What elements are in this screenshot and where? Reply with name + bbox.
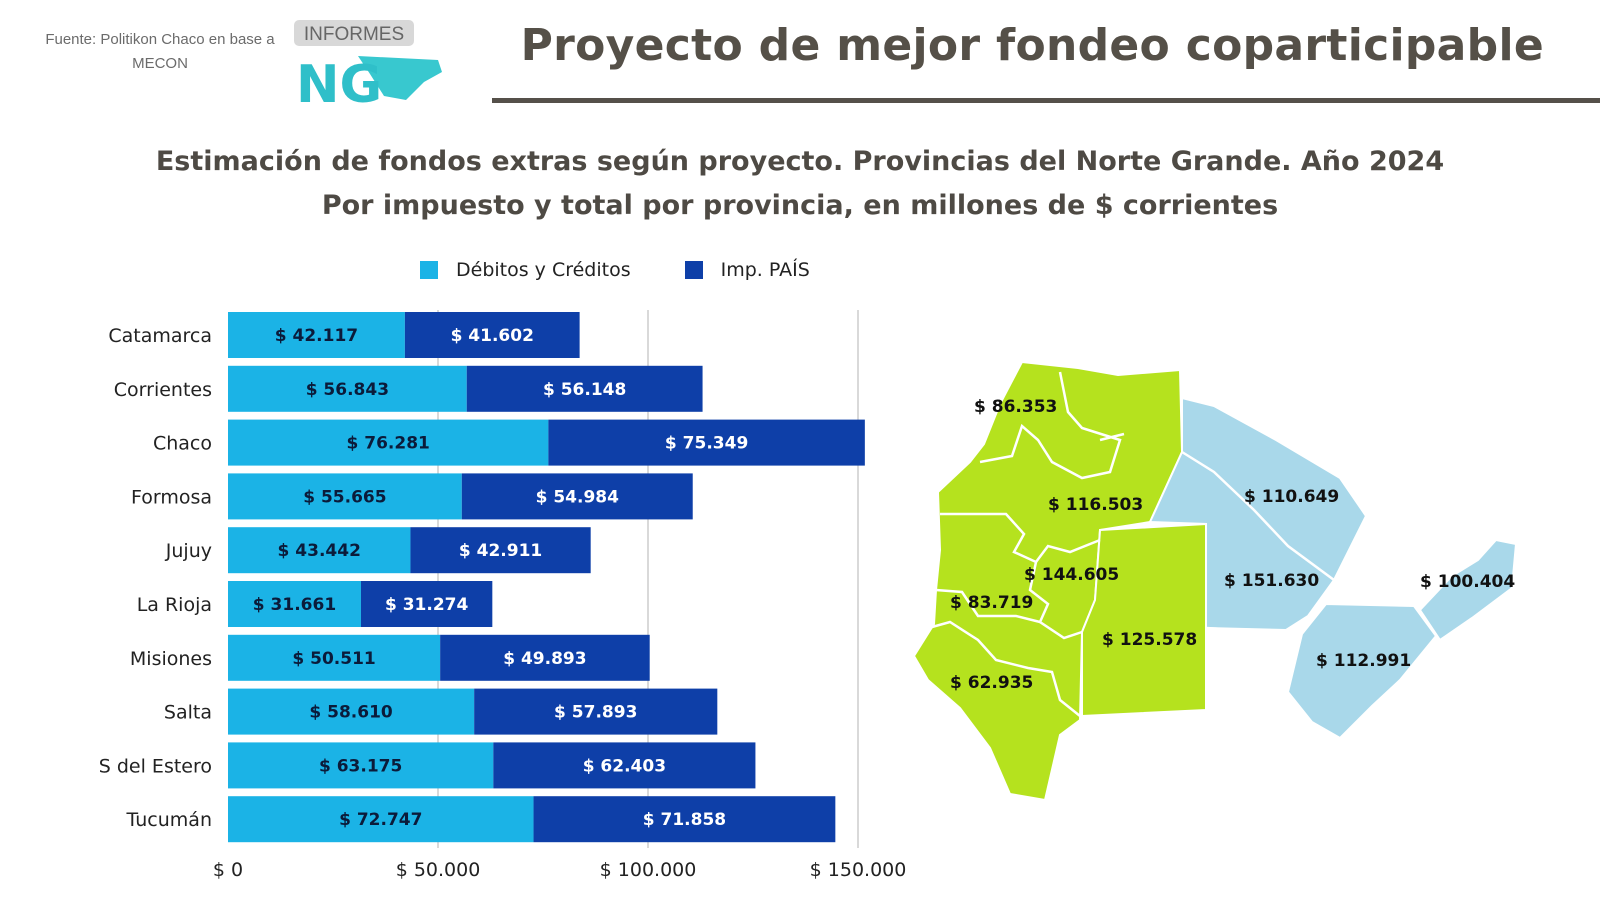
bar-pais xyxy=(548,419,865,466)
map-region xyxy=(1081,522,1207,718)
map-label: $ 125.578 xyxy=(1102,630,1197,650)
category-label: S del Estero xyxy=(99,755,212,777)
page-title: Proyecto de mejor fondeo coparticipable xyxy=(520,20,1544,71)
bar-value-label: $ 72.747 xyxy=(339,810,422,830)
category-label: Jujuy xyxy=(165,540,212,562)
category-label: Catamarca xyxy=(108,325,212,347)
informes-ng-logo: INFORMES NG xyxy=(294,20,442,108)
bar-pais xyxy=(440,634,650,681)
map-borders xyxy=(913,371,1335,717)
bar-debitos xyxy=(228,365,467,412)
bar-debitos xyxy=(228,419,549,466)
map-label: $ 112.991 xyxy=(1316,651,1411,671)
x-tick-label: $ 0 xyxy=(213,859,243,881)
bar-pais xyxy=(466,365,703,412)
legend-swatch-pais xyxy=(684,261,703,279)
bar-value-label: $ 56.843 xyxy=(306,380,389,400)
bar-debitos xyxy=(228,796,534,843)
x-tick-label: $ 50.000 xyxy=(396,859,481,881)
bar-debitos xyxy=(228,312,405,358)
bar-pais xyxy=(493,742,756,789)
bar-pais xyxy=(404,312,580,358)
bar-debitos xyxy=(228,742,494,789)
bar-debitos xyxy=(228,634,441,681)
map-label: $ 151.630 xyxy=(1224,571,1319,591)
x-tick-label: $ 100.000 xyxy=(600,859,697,881)
map-label: $ 144.605 xyxy=(1024,565,1119,585)
svg-text:NG: NG xyxy=(296,55,382,108)
bar-debitos xyxy=(228,688,475,735)
bar-value-label: $ 43.442 xyxy=(278,541,361,561)
bar-pais xyxy=(474,688,718,735)
bar-value-label: $ 63.175 xyxy=(319,756,402,776)
map-label: $ 83.719 xyxy=(950,593,1033,613)
map-region xyxy=(1286,602,1438,740)
legend-item-debitos: Débitos y Créditos xyxy=(420,259,631,281)
bar-value-label: $ 31.274 xyxy=(385,595,469,615)
svg-text:INFORMES: INFORMES xyxy=(304,24,404,45)
bar-pais xyxy=(410,527,591,574)
map-label: $ 100.404 xyxy=(1420,572,1515,592)
legend-item-pais: Imp. PAÍS xyxy=(684,259,810,281)
chart-subtitle: Por impuesto y total por provincia, en m… xyxy=(321,190,1279,221)
bar-value-label: $ 76.281 xyxy=(347,434,430,454)
legend-label-debitos: Débitos y Créditos xyxy=(456,259,631,281)
category-label: Tucumán xyxy=(126,809,212,831)
category-label: Corrientes xyxy=(114,379,212,401)
x-tick-label: $ 150.000 xyxy=(810,859,907,881)
map-region xyxy=(1418,538,1518,642)
legend-swatch-debitos xyxy=(420,261,438,279)
bar-value-label: $ 31.661 xyxy=(253,595,336,615)
bar-value-label: $ 71.858 xyxy=(643,810,726,830)
bar-debitos xyxy=(228,473,462,520)
bar-debitos xyxy=(228,581,361,627)
map-label: $ 116.503 xyxy=(1048,495,1143,515)
bar-value-label: $ 57.893 xyxy=(554,703,637,723)
bar-value-label: $ 50.511 xyxy=(292,649,375,669)
source-note: Fuente: Politikon Chaco en base a MECON xyxy=(45,31,275,72)
category-label: La Rioja xyxy=(137,594,212,616)
bar-value-label: $ 42.117 xyxy=(275,326,358,346)
bar-debitos xyxy=(228,527,411,574)
map-label: $ 86.353 xyxy=(974,397,1057,417)
bar-value-label: $ 54.984 xyxy=(536,487,620,507)
map-label: $ 110.649 xyxy=(1244,487,1339,507)
bar-value-label: $ 56.148 xyxy=(543,380,626,400)
bar-pais xyxy=(360,581,493,627)
bar-value-label: $ 49.893 xyxy=(503,649,586,669)
category-label: Salta xyxy=(164,702,212,724)
bar-pais xyxy=(461,473,693,520)
bar-pais xyxy=(533,796,836,843)
norte-grande-map: $ 86.353 $ 116.503 $ 110.649 $ 144.605 $… xyxy=(912,360,1518,802)
bar-value-label: $ 42.911 xyxy=(459,541,542,561)
map-label: $ 62.935 xyxy=(950,673,1033,693)
chart-legend: Débitos y Créditos Imp. PAÍS xyxy=(420,258,810,282)
bar-value-label: $ 62.403 xyxy=(583,756,666,776)
title-underline xyxy=(492,98,1600,103)
chart-title: Estimación de fondos extras según proyec… xyxy=(155,146,1445,177)
category-label: Formosa xyxy=(131,486,212,508)
bar-value-label: $ 41.602 xyxy=(451,326,534,346)
category-label: Chaco xyxy=(153,433,212,455)
bar-value-label: $ 55.665 xyxy=(303,487,386,507)
legend-label-pais: Imp. PAÍS xyxy=(720,259,810,281)
bar-value-label: $ 58.610 xyxy=(309,703,393,723)
category-label: Misiones xyxy=(130,648,212,670)
bar-value-label: $ 75.349 xyxy=(665,434,748,454)
stacked-bar-chart: $ 0 $ 50.000 $ 100.000 $ 150.000 Catamarca $ … xyxy=(99,310,907,881)
